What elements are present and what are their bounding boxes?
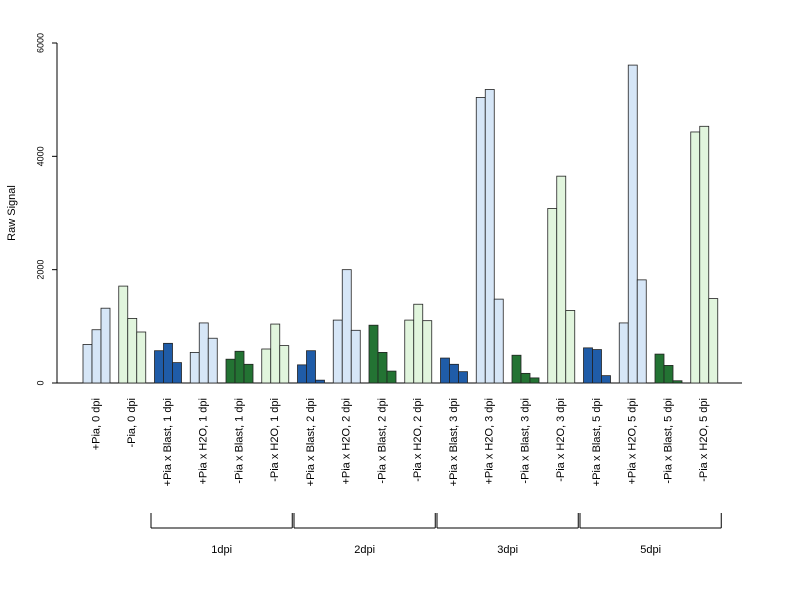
bar	[654, 353, 665, 384]
bar	[449, 363, 459, 384]
bar	[279, 345, 290, 384]
category-label: +Pia x Blast, 3 dpi	[448, 398, 460, 486]
category-label: -Pia x H2O, 2 dpi	[412, 398, 424, 482]
bar	[198, 322, 209, 384]
y-tick-label: 2000	[35, 260, 45, 280]
category-label: -Pia x H2O, 1 dpi	[269, 398, 281, 482]
bar	[556, 175, 567, 384]
bar	[636, 279, 647, 384]
bar	[243, 363, 254, 384]
bar	[627, 64, 638, 384]
bar	[601, 375, 611, 384]
category-label: +Pia x Blast, 1 dpi	[162, 398, 174, 486]
bar	[136, 331, 147, 384]
bar	[154, 350, 164, 384]
bar	[511, 354, 522, 384]
category-label: -Pia x Blast, 3 dpi	[519, 398, 531, 484]
bar	[565, 310, 576, 384]
bar	[368, 324, 379, 384]
bar	[127, 317, 138, 384]
bar	[91, 329, 102, 384]
bar	[261, 348, 272, 384]
bar	[690, 131, 701, 384]
category-label: -Pia, 0 dpi	[126, 398, 138, 448]
group-label: 3dpi	[497, 544, 518, 556]
category-label: +Pia x H2O, 1 dpi	[198, 398, 210, 485]
group-label: 2dpi	[354, 544, 375, 556]
bar	[699, 125, 710, 384]
bar	[306, 350, 316, 384]
y-tick-label: 4000	[35, 146, 45, 166]
y-tick-label: 0	[35, 380, 45, 385]
group-label: 5dpi	[640, 544, 661, 556]
bar	[529, 377, 540, 384]
bar	[207, 337, 218, 384]
y-axis-title: Raw Signal	[6, 185, 18, 241]
bar	[189, 351, 200, 384]
category-label: +Pia x Blast, 5 dpi	[591, 398, 603, 486]
y-tick-label: 6000	[35, 33, 45, 53]
category-label: -Pia x H2O, 3 dpi	[555, 398, 567, 482]
bar	[377, 351, 388, 384]
bar	[225, 358, 236, 384]
group-label: 1dpi	[211, 544, 232, 556]
bar	[341, 269, 352, 384]
bar	[163, 342, 173, 384]
bar	[547, 208, 558, 384]
category-label: -Pia x Blast, 2 dpi	[376, 398, 388, 484]
bar	[386, 370, 397, 384]
bar	[315, 379, 325, 384]
bar	[172, 362, 182, 384]
bar	[234, 350, 245, 384]
bar	[663, 365, 674, 384]
bar	[422, 320, 433, 384]
category-label: +Pia, 0 dpi	[90, 398, 102, 450]
category-label: +Pia x Blast, 2 dpi	[305, 398, 317, 486]
category-label: -Pia x H2O, 5 dpi	[698, 398, 710, 482]
category-label: +Pia x H2O, 5 dpi	[627, 398, 639, 485]
bar	[708, 298, 719, 384]
bar	[118, 285, 129, 384]
bar	[475, 97, 486, 384]
bar	[484, 89, 495, 384]
bar	[404, 319, 415, 384]
bar	[583, 347, 593, 384]
bar	[270, 323, 281, 384]
category-label: -Pia x Blast, 1 dpi	[233, 398, 245, 484]
bar	[458, 371, 468, 384]
category-label: +Pia x H2O, 3 dpi	[484, 398, 496, 485]
bar	[592, 349, 602, 384]
bar	[82, 344, 93, 384]
bar	[332, 319, 343, 384]
category-label: -Pia x Blast, 5 dpi	[662, 398, 674, 484]
bar	[413, 303, 424, 384]
bar	[672, 380, 683, 384]
bar	[440, 357, 450, 384]
bar	[618, 322, 629, 384]
bar	[297, 364, 307, 384]
bar	[493, 298, 504, 384]
bar	[100, 307, 111, 384]
bar	[350, 329, 361, 384]
category-label: +Pia x H2O, 2 dpi	[341, 398, 353, 485]
bar	[520, 372, 531, 384]
